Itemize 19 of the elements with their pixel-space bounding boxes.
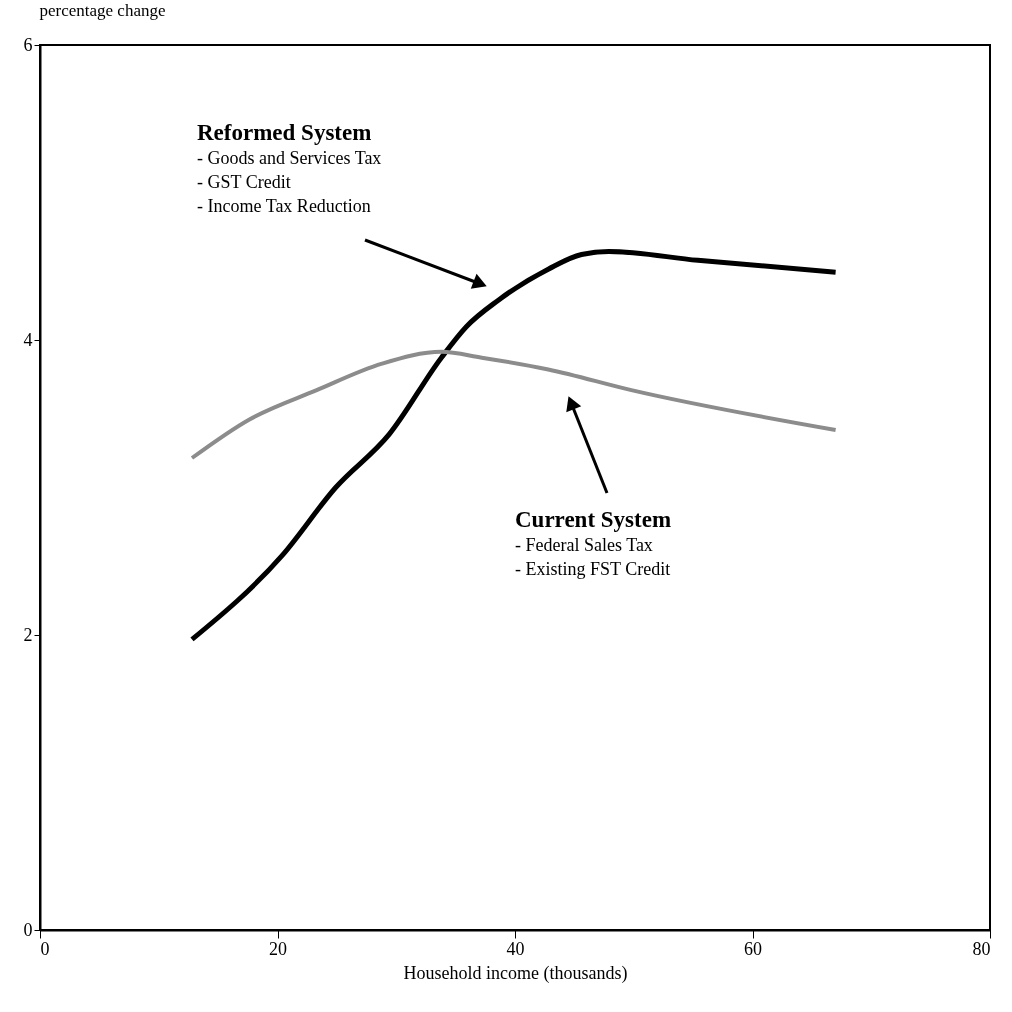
x-axis-title: Household income (thousands)	[403, 962, 628, 984]
annotation: - Federal Sales Tax	[515, 535, 653, 555]
y-tick-label: 4	[23, 329, 33, 350]
y-tick-label: 6	[23, 34, 33, 55]
annotation: - Income Tax Reduction	[197, 196, 371, 216]
y-axis-title: percentage change	[39, 0, 166, 20]
annotation: - Existing FST Credit	[515, 559, 671, 579]
line-series	[190, 349, 838, 460]
x-tick-label: 0	[40, 938, 50, 959]
x-tick-label: 60	[744, 938, 762, 959]
y-tick-label: 2	[23, 624, 33, 645]
x-tick-label: 20	[269, 938, 287, 959]
x-tick-label: 40	[506, 938, 525, 959]
x-tick-label: 80	[972, 938, 991, 959]
annotation: Current System	[515, 507, 672, 532]
annotation: - GST Credit	[197, 172, 291, 192]
annotation: - Goods and Services Tax	[197, 148, 382, 168]
y-tick-label: 0	[23, 919, 33, 940]
annotation: Reformed System	[197, 120, 372, 145]
